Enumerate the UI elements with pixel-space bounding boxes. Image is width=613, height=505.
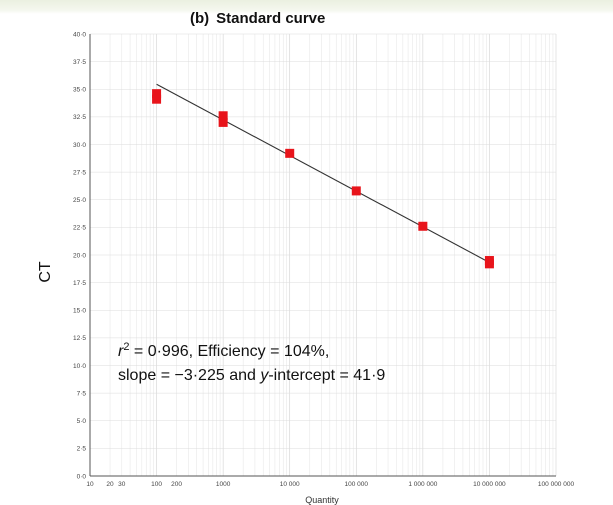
y-tick-label: 7·5 xyxy=(77,390,87,397)
x-tick-label: 10 000 xyxy=(280,481,300,488)
x-tick-label: 1000 xyxy=(216,481,231,488)
data-point xyxy=(152,89,162,99)
y-tick-label: 40·0 xyxy=(73,31,86,38)
x-tick-label: 100 000 xyxy=(345,481,369,488)
data-point xyxy=(351,186,361,196)
data-point xyxy=(285,148,295,158)
x-tick-label: 100 xyxy=(151,481,162,488)
x-tick-label: 20 xyxy=(106,481,114,488)
y-tick-label: 0·0 xyxy=(77,473,87,480)
y-axis-label: CT xyxy=(37,261,54,283)
axes xyxy=(89,34,556,477)
data-point xyxy=(218,111,228,121)
data-point xyxy=(152,94,162,104)
grid xyxy=(89,33,557,477)
data-point xyxy=(484,259,494,269)
y-tick-label: 5·0 xyxy=(77,418,87,425)
x-tick-label: 10 xyxy=(86,481,94,488)
x-tick-label: 10 000 000 xyxy=(473,481,506,488)
chart-title: (b) Standard curve xyxy=(190,10,325,27)
y-tick-label: 12·5 xyxy=(73,335,86,342)
annotation-line-1: r2 = 0·996, Efficiency = 104%, xyxy=(118,341,329,360)
data-point xyxy=(218,117,228,127)
y-tick-label: 10·0 xyxy=(73,363,86,370)
y-tick-label: 32·5 xyxy=(73,114,86,121)
x-axis-label: Quantity xyxy=(305,495,339,505)
x-tick-label: 100 000 000 xyxy=(538,481,575,488)
x-tick-label: 30 xyxy=(118,481,126,488)
y-tick-label: 20·0 xyxy=(73,252,86,259)
regression-line-group xyxy=(156,83,490,263)
y-tick-label: 17·5 xyxy=(73,280,86,287)
x-tick-label: 200 xyxy=(171,481,182,488)
data-point xyxy=(418,221,428,231)
y-tick-label: 37·5 xyxy=(73,59,86,66)
tick-labels: 0·0 2·5 5·0 7·5 10·0 12·5 15·0 17·5 20·0 22·5 25·0… xyxy=(73,31,574,488)
y-tick-label: 27·5 xyxy=(73,169,86,176)
data-points xyxy=(152,89,494,269)
y-tick-label: 15·0 xyxy=(73,308,86,315)
y-tick-label: 2·5 xyxy=(77,446,87,453)
y-tick-label: 25·0 xyxy=(73,197,86,204)
y-tick-label: 22·5 xyxy=(73,225,86,232)
y-tick-label: 30·0 xyxy=(73,142,86,149)
regression-line xyxy=(156,83,490,263)
x-tick-label: 1 000 000 xyxy=(408,481,437,488)
annotation-line-2: slope = −3·225 and y-intercept = 41·9 xyxy=(118,367,385,384)
y-tick-label: 35·0 xyxy=(73,87,86,94)
